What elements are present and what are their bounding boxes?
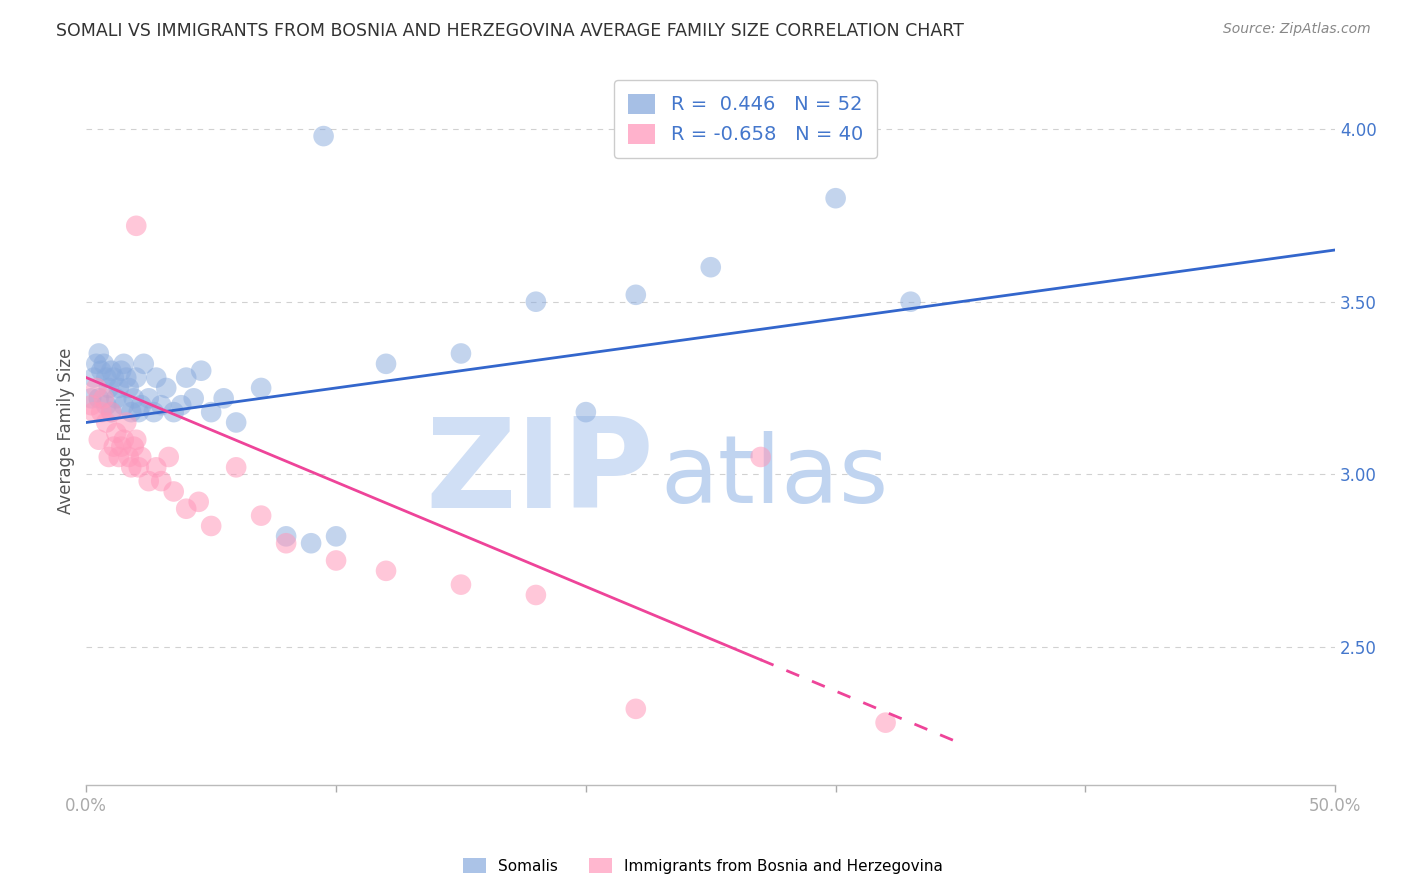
Point: [325, 529, 347, 543]
Point: [97, 381, 120, 395]
Point: [624, 288, 647, 302]
Point: [163, 405, 186, 419]
Point: [524, 588, 547, 602]
Point: [107, 450, 129, 464]
Point: [150, 474, 173, 488]
Point: [90, 405, 112, 419]
Point: [105, 392, 128, 406]
Point: [115, 416, 138, 430]
Point: [190, 364, 212, 378]
Point: [110, 440, 132, 454]
Point: [375, 564, 398, 578]
Point: [824, 191, 846, 205]
Point: [80, 398, 103, 412]
Point: [250, 381, 273, 395]
Text: Source: ZipAtlas.com: Source: ZipAtlas.com: [1223, 22, 1371, 37]
Point: [112, 398, 135, 412]
Point: [250, 508, 273, 523]
Point: [112, 433, 135, 447]
Point: [375, 357, 398, 371]
Point: [187, 495, 209, 509]
Point: [325, 553, 347, 567]
Point: [155, 381, 177, 395]
Point: [100, 405, 122, 419]
Point: [125, 370, 148, 384]
Point: [129, 398, 152, 412]
Point: [120, 405, 142, 419]
Point: [83, 370, 105, 384]
Point: [122, 440, 145, 454]
Point: [274, 529, 297, 543]
Point: [125, 433, 148, 447]
Point: [132, 357, 155, 371]
Point: [524, 294, 547, 309]
Point: [170, 398, 193, 412]
Point: [115, 370, 138, 384]
Point: [93, 392, 115, 406]
Point: [84, 357, 107, 371]
Point: [112, 357, 135, 371]
Legend: Somalis, Immigrants from Bosnia and Herzegovina: Somalis, Immigrants from Bosnia and Herz…: [457, 852, 949, 880]
Point: [312, 129, 335, 144]
Point: [87, 346, 110, 360]
Point: [138, 392, 160, 406]
Point: [225, 416, 247, 430]
Point: [90, 364, 112, 378]
Point: [118, 450, 141, 464]
Point: [174, 501, 197, 516]
Point: [80, 392, 103, 406]
Point: [450, 346, 472, 360]
Point: [183, 392, 205, 406]
Point: [700, 260, 723, 275]
Point: [105, 425, 128, 440]
Point: [157, 450, 180, 464]
Point: [450, 577, 472, 591]
Point: [900, 294, 922, 309]
Point: [97, 450, 120, 464]
Point: [87, 392, 110, 406]
Point: [128, 460, 150, 475]
Point: [103, 440, 125, 454]
Point: [575, 405, 598, 419]
Point: [96, 398, 118, 412]
Point: [96, 370, 118, 384]
Point: [129, 450, 152, 464]
Point: [118, 381, 141, 395]
Y-axis label: Average Family Size: Average Family Size: [58, 348, 75, 515]
Point: [107, 381, 129, 395]
Point: [624, 702, 647, 716]
Point: [875, 715, 897, 730]
Point: [145, 460, 167, 475]
Text: atlas: atlas: [661, 431, 889, 523]
Point: [125, 219, 148, 233]
Point: [100, 364, 122, 378]
Point: [87, 433, 110, 447]
Point: [100, 405, 122, 419]
Text: ZIP: ZIP: [426, 413, 655, 534]
Point: [138, 474, 160, 488]
Point: [150, 398, 173, 412]
Point: [84, 381, 107, 395]
Point: [122, 392, 145, 406]
Point: [103, 370, 125, 384]
Point: [83, 405, 105, 419]
Point: [200, 519, 222, 533]
Point: [200, 405, 222, 419]
Point: [120, 460, 142, 475]
Point: [110, 364, 132, 378]
Point: [212, 392, 235, 406]
Point: [96, 416, 118, 430]
Legend: R =  0.446   N = 52, R = -0.658   N = 40: R = 0.446 N = 52, R = -0.658 N = 40: [614, 80, 876, 158]
Text: SOMALI VS IMMIGRANTS FROM BOSNIA AND HERZEGOVINA AVERAGE FAMILY SIZE CORRELATION: SOMALI VS IMMIGRANTS FROM BOSNIA AND HER…: [56, 22, 965, 40]
Point: [174, 370, 197, 384]
Point: [163, 484, 186, 499]
Point: [274, 536, 297, 550]
Point: [128, 405, 150, 419]
Point: [225, 460, 247, 475]
Point: [93, 357, 115, 371]
Point: [749, 450, 772, 464]
Point: [299, 536, 322, 550]
Point: [142, 405, 165, 419]
Point: [145, 370, 167, 384]
